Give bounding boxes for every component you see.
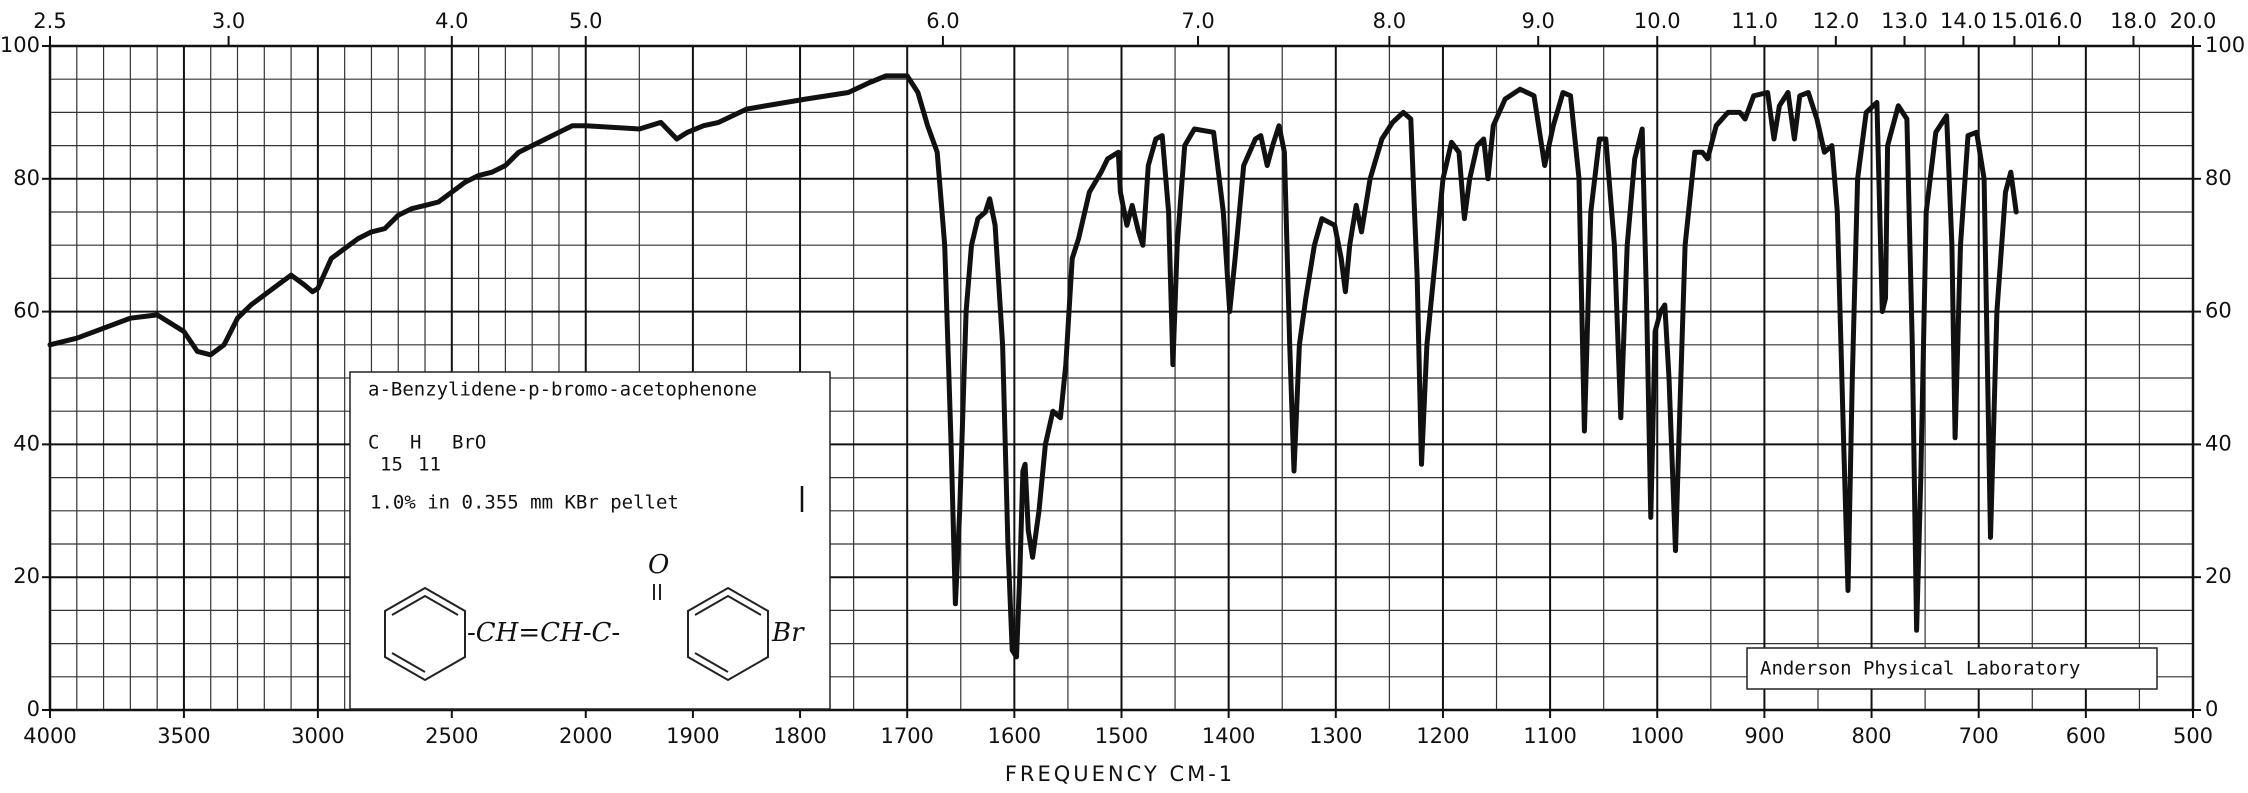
info-panel <box>349 371 831 710</box>
y-tick-label: 40 <box>13 431 40 455</box>
benzene-ring <box>687 586 769 682</box>
y2-tick-label: 80 <box>2205 166 2232 190</box>
x-tick-label: 900 <box>1744 724 1784 748</box>
formula-element: BrO <box>452 432 486 454</box>
y2-tick-label: 0 <box>2205 697 2218 721</box>
structure-substituent: Br <box>771 618 805 648</box>
x2-tick-label: 2.5 <box>33 9 66 33</box>
x-tick-label: 1600 <box>988 724 1041 748</box>
spectrum-line <box>47 73 2019 660</box>
x2-tick-label: 6.0 <box>926 9 959 33</box>
structure-chain: -CH=CH-C- <box>467 618 620 648</box>
y-tick-label: 20 <box>13 564 40 588</box>
formula-element: C <box>368 432 379 454</box>
labels: FREQUENCY CM-1 0 0 20 20 40 40 60 60 80 80 100 100 4… <box>0 9 2245 786</box>
x-tick-label: 1700 <box>880 724 933 748</box>
y2-tick-label: 100 <box>2205 33 2245 57</box>
x-tick-label: 1100 <box>1523 724 1576 748</box>
ring-bond <box>694 652 729 673</box>
x2-tick-label: 20.0 <box>2170 9 2217 33</box>
annotation-box: a-Benzylidene-p-bromo-acetophenone C H B… <box>349 371 2158 710</box>
x-tick-label: 1500 <box>1095 724 1148 748</box>
formula-element: H <box>410 432 421 454</box>
y-tick-label: 80 <box>13 166 40 190</box>
y-tick-label: 0 <box>27 697 40 721</box>
ring-bond <box>391 652 426 673</box>
compound-name: a-Benzylidene-p-bromo-acetophenone <box>368 379 757 401</box>
x2-tick-label: 9.0 <box>1521 9 1554 33</box>
lab-box <box>1746 647 2158 690</box>
x2-tick-label: 12.0 <box>1812 9 1859 33</box>
y-tick-label: 100 <box>0 33 40 57</box>
y2-tick-label: 20 <box>2205 564 2232 588</box>
x-tick-label: 1200 <box>1416 724 1469 748</box>
lab-name: Anderson Physical Laboratory <box>1760 658 2080 680</box>
x2-tick-label: 4.0 <box>435 9 468 33</box>
conditions: 1.0% in 0.355 mm KBr pellet <box>370 492 679 514</box>
x2-tick-label: 14.0 <box>1940 9 1987 33</box>
x-axis-title: FREQUENCY CM-1 <box>1005 762 1235 786</box>
x-tick-label: 500 <box>2173 724 2213 748</box>
x2-tick-label: 5.0 <box>569 9 602 33</box>
y2-tick-label: 40 <box>2205 431 2232 455</box>
y-tick-label: 60 <box>13 299 40 323</box>
structure <box>384 584 769 682</box>
x2-tick-label: 8.0 <box>1373 9 1406 33</box>
x2-tick-label: 3.0 <box>212 9 245 33</box>
x-tick-label: 4000 <box>23 724 76 748</box>
y2-tick-label: 60 <box>2205 299 2232 323</box>
x2-tick-label: 16.0 <box>2036 9 2083 33</box>
benzene-ring <box>384 586 466 682</box>
x2-tick-label: 13.0 <box>1881 9 1928 33</box>
ring-bond <box>391 594 459 616</box>
x-tick-label: 2500 <box>425 724 478 748</box>
x-tick-label: 1800 <box>773 724 826 748</box>
formula-subscript: 15 <box>380 454 403 476</box>
x-tick-label: 1300 <box>1309 724 1362 748</box>
x-tick-label: 3000 <box>291 724 344 748</box>
x2-tick-label: 7.0 <box>1181 9 1214 33</box>
x-tick-label: 2000 <box>559 724 612 748</box>
x-tick-label: 700 <box>1959 724 1999 748</box>
x-tick-label: 1400 <box>1202 724 1255 748</box>
x2-tick-label: 11.0 <box>1731 9 1778 33</box>
x2-tick-label: 18.0 <box>2110 9 2157 33</box>
x-tick-label: 1900 <box>666 724 719 748</box>
formula-subscript: 11 <box>418 454 441 476</box>
x2-tick-label: 15.0 <box>1991 9 2038 33</box>
x-tick-label: 600 <box>2066 724 2106 748</box>
ring-bond <box>694 594 762 616</box>
x-tick-label: 1000 <box>1631 724 1684 748</box>
spectrum <box>47 73 2019 660</box>
x-tick-label: 800 <box>1852 724 1892 748</box>
x-tick-label: 3500 <box>157 724 210 748</box>
structure-oxygen: O <box>648 550 669 580</box>
x2-tick-label: 10.0 <box>1634 9 1681 33</box>
